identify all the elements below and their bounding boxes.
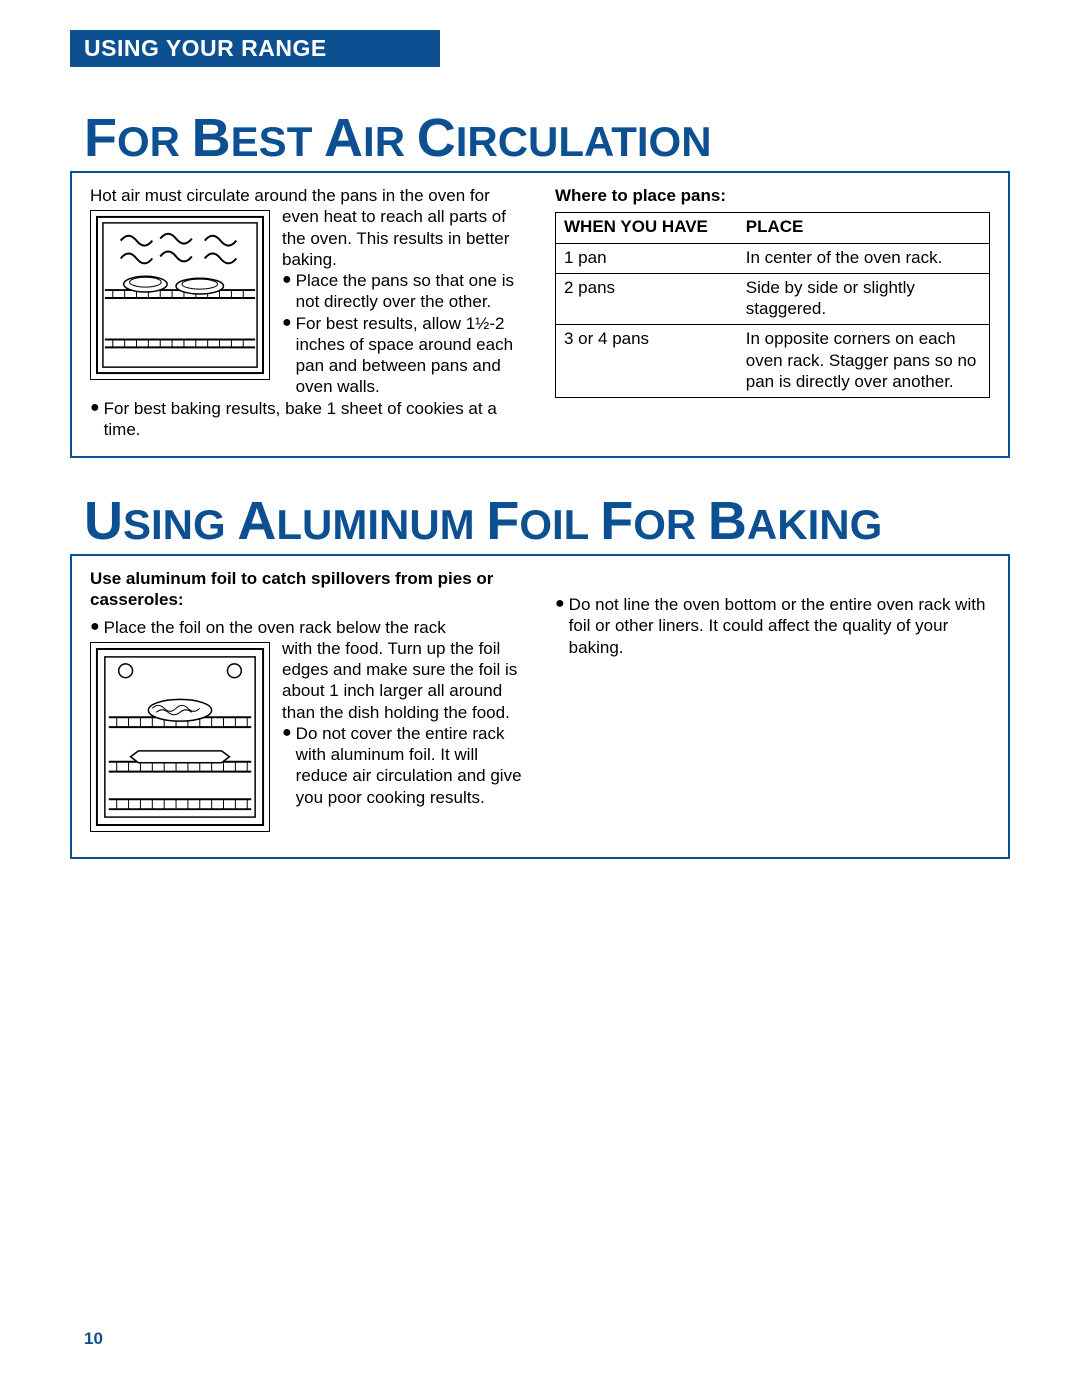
- bullet-s1-1: ●Place the pans so that one is not direc…: [282, 270, 525, 313]
- b1-start: Place the foil on the oven rack below th…: [104, 617, 446, 638]
- th-when: WHEN YOU HAVE: [556, 213, 738, 243]
- col-left-s2: Use aluminum foil to catch spillovers fr…: [90, 568, 525, 841]
- table-row: 2 pansSide by side or slightly staggered…: [556, 273, 990, 325]
- table-row: 3 or 4 pansIn opposite corners on each o…: [556, 325, 990, 398]
- col-right-s2: ●Do not line the oven bottom or the enti…: [555, 568, 990, 841]
- lead-s2: Use aluminum foil to catch spillovers fr…: [90, 568, 525, 611]
- th-place: PLACE: [738, 213, 990, 243]
- oven-illustration-icon: [90, 210, 270, 380]
- foil-illustration-icon: [90, 642, 270, 832]
- intro-start: Hot air must circulate around the pans i…: [90, 186, 465, 205]
- table-header-row: WHEN YOU HAVE PLACE: [556, 213, 990, 243]
- section-box-aluminum-foil: Use aluminum foil to catch spillovers fr…: [70, 554, 1010, 859]
- page-number: 10: [84, 1329, 103, 1349]
- bullet-s2-2: ●Do not cover the entire rack with alumi…: [282, 723, 525, 808]
- section-title-aluminum-foil: USING ALUMINUM FOIL FOR BAKING: [84, 490, 1010, 552]
- figure-oven-racks: [90, 210, 270, 385]
- table-caption: Where to place pans:: [555, 185, 990, 206]
- col-right-s1: Where to place pans: WHEN YOU HAVE PLACE…: [555, 185, 990, 440]
- bullet-s1-3: ●For best baking results, bake 1 sheet o…: [90, 398, 525, 441]
- bullet-s1-2: ●For best results, allow 1½-2 inches of …: [282, 313, 525, 398]
- pan-placement-table: WHEN YOU HAVE PLACE 1 panIn center of th…: [555, 212, 990, 398]
- bullet-s2-1: ● Place the foil on the oven rack below …: [90, 617, 525, 638]
- table-row: 1 panIn center of the oven rack.: [556, 243, 990, 273]
- col-left-s1: Hot air must circulate around the pans i…: [90, 185, 525, 440]
- b1-rest: with the food. Turn up the foil edges an…: [282, 639, 517, 722]
- bullet-s2-3: ●Do not line the oven bottom or the enti…: [555, 594, 990, 658]
- figure-foil-oven: [90, 642, 270, 837]
- section-box-air-circulation: Hot air must circulate around the pans i…: [70, 171, 1010, 458]
- section-header-bar: USING YOUR RANGE: [70, 30, 440, 67]
- section-title-air-circulation: FOR BEST AIR CIRCULATION: [84, 107, 1010, 169]
